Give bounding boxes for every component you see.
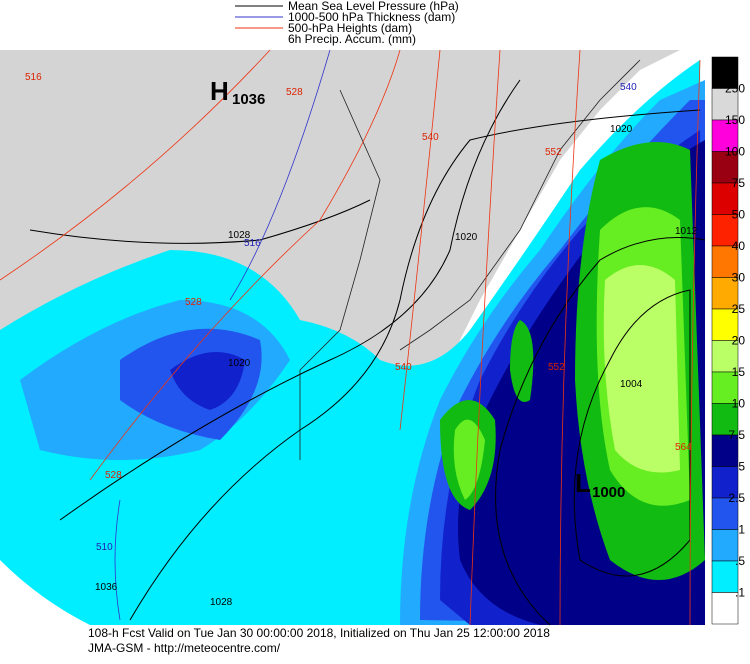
pressure-label: 1004 (620, 379, 643, 390)
pressure-label: 1036 (95, 582, 118, 593)
colorbar-label: .5 (735, 554, 745, 568)
height-label: 528 (286, 87, 303, 98)
height-label: 552 (545, 147, 562, 158)
pressure-label: 1028 (210, 597, 233, 608)
height-label: 528 (185, 297, 202, 308)
precip (603, 265, 680, 473)
colorbar-label: 15 (732, 365, 746, 379)
colorbar-label: 250 (725, 82, 745, 96)
pressure-contour (495, 237, 706, 626)
colorbar-box (711, 340, 739, 373)
colorbar-box (711, 182, 739, 215)
pressure-contour (129, 109, 701, 621)
pressure-label: 1012 (675, 226, 698, 237)
thickness-label: 510 (96, 542, 113, 553)
height-label: 552 (548, 362, 565, 373)
precip (510, 320, 534, 402)
colorbar-box (711, 466, 739, 499)
legend-label: 500-hPa Heights (dam) (288, 21, 412, 35)
colorbar-box (711, 529, 739, 562)
colorbar-label: 30 (732, 271, 746, 285)
colorbar: 250 150 100 75 50 40 30 25 20 15 10 7.5 5 2.5 1 .5 .1 (711, 56, 746, 625)
colorbar-box (711, 277, 739, 310)
colorbar-box (711, 245, 739, 278)
thickness-label: 540 (620, 82, 637, 93)
legend: Mean Sea Level Pressure (hPa)1000-500 hP… (235, 0, 459, 46)
pressure-label: 1020 (610, 124, 633, 135)
precip (453, 419, 485, 500)
precip (170, 352, 245, 410)
pressure-contour (573, 289, 691, 577)
pressure-contour (29, 199, 371, 244)
colorbar-label: 75 (732, 176, 746, 190)
footer-line: JMA-GSM - http://meteocentre.com/ (88, 641, 281, 655)
colorbar-label: 40 (732, 239, 746, 253)
colorbar-box (711, 308, 739, 341)
coastline (299, 59, 641, 460)
height-label: 516 (25, 72, 42, 83)
height-label: 540 (422, 132, 439, 143)
colorbar-label: 20 (732, 334, 746, 348)
colorbar-label: 2.5 (728, 491, 745, 505)
legend-label: 6h Precip. Accum. (mm) (288, 32, 416, 46)
legend-label: Mean Sea Level Pressure (hPa) (288, 0, 459, 13)
colorbar-box (711, 56, 739, 89)
colorbar-box (711, 151, 739, 184)
height-label: 564 (675, 442, 692, 453)
pressure-contour (59, 79, 521, 521)
colorbar-label: 10 (732, 397, 746, 411)
colorbar-label: 100 (725, 145, 745, 159)
colorbar-label: 50 (732, 208, 746, 222)
colorbar-box (711, 371, 739, 404)
height-contour (0, 49, 701, 626)
colorbar-box (711, 434, 739, 467)
colorbar-label: .1 (735, 586, 745, 600)
low-letter: L (575, 468, 591, 498)
colorbar-label: 1 (738, 523, 745, 537)
low-value: 1000 (592, 484, 625, 501)
colorbar-label: 150 (725, 113, 745, 127)
high-letter: H (210, 76, 229, 106)
high-value: 1036 (232, 91, 265, 108)
legend-label: 1000-500 hPa Thickness (dam) (288, 10, 455, 24)
colorbar-label: 5 (738, 460, 745, 474)
footer-line: 108-h Fcst Valid on Tue Jan 30 00:00:00 … (88, 626, 550, 640)
height-label: 540 (395, 362, 412, 373)
thickness-label: 516 (244, 238, 261, 249)
colorbar-box (711, 560, 739, 593)
map-area (0, 49, 706, 626)
height-label: 528 (105, 470, 122, 481)
pressure-label: 1028 (228, 230, 251, 241)
pressure-label: 1020 (455, 232, 478, 243)
colorbar-box (711, 88, 739, 121)
colorbar-box (711, 592, 739, 625)
pressure-label: 1020 (228, 358, 251, 369)
colorbar-box (711, 119, 739, 152)
thickness-contour (114, 49, 331, 621)
colorbar-label: 25 (732, 302, 746, 316)
colorbar-label: 7.5 (728, 428, 745, 442)
